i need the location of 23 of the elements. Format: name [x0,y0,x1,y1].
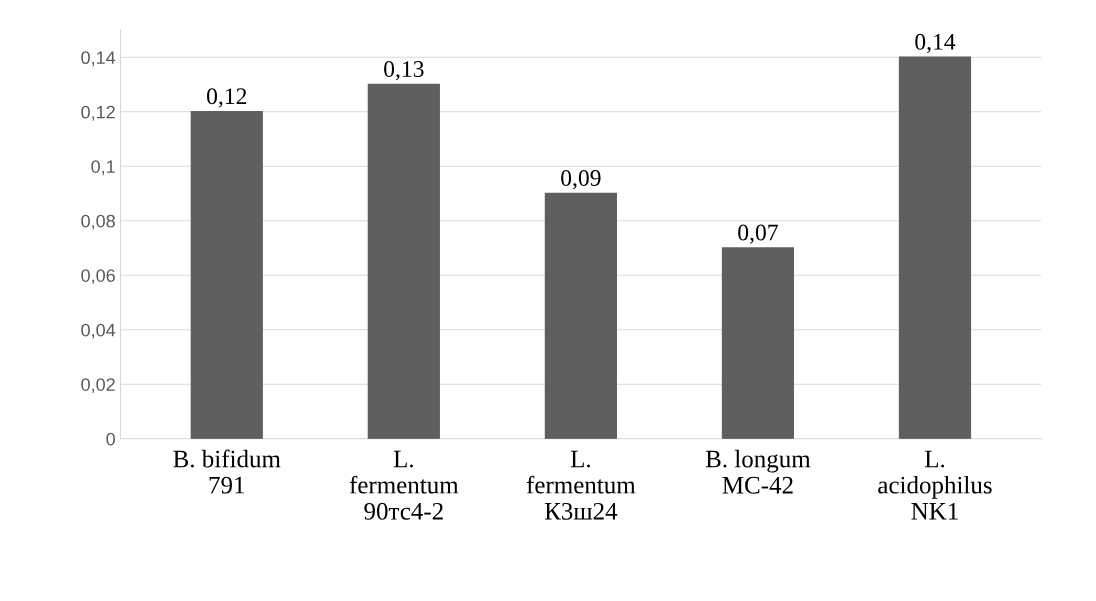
x-tick-label: B. longum MC-42 [705,449,811,494]
x-tick-label: L. acidophilus NK1 [878,450,992,520]
data-label: 0,09 [561,170,601,190]
data-label: 0,07 [738,224,778,244]
y-tick-label: 0,1 [91,160,115,176]
x-tick-label: L. fermentum 90тс4-2 [349,450,459,520]
y-tick-label: 0 [106,432,115,446]
y-tick-label: 0,02 [81,378,115,394]
y-tick-label: 0,14 [81,51,116,67]
bar [190,111,263,439]
bar [367,83,440,439]
bar [898,56,972,439]
y-tick-label: 0,08 [81,214,115,230]
y-tick-label: 0,12 [81,105,115,121]
y-tick-label: 0,04 [81,323,116,339]
bar [721,247,795,439]
y-tick-label: 0,06 [81,269,115,285]
x-tick-label: B. bifidum 791 [173,449,281,494]
data-label: 0,12 [207,88,247,108]
bar [544,192,617,439]
x-tick-label: L. fermentum К3ш24 [526,450,636,520]
data-label: 0,13 [384,61,424,81]
data-label: 0,14 [915,33,956,54]
